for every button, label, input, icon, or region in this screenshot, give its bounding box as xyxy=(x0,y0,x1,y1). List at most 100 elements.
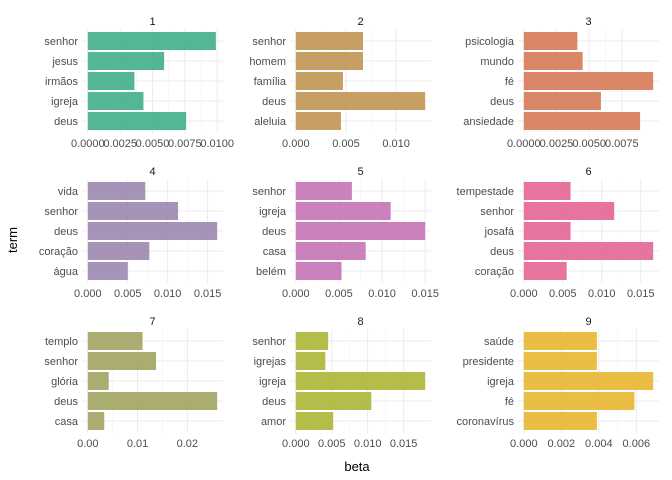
facet-panel: 6 tempestade senhor josafá deus coração 0.000 0… xyxy=(457,166,659,300)
bar xyxy=(523,392,635,410)
x-tick-label: 0.004 xyxy=(585,438,613,450)
x-tick-label: 0.0000 xyxy=(71,138,105,150)
facet-title: 4 xyxy=(149,166,155,178)
category-tick-label: fé xyxy=(505,76,514,88)
category-tick-label: deus xyxy=(490,246,514,258)
facet-panel: 2 senhor homem família deus aleluia 0.000 0.005… xyxy=(249,16,431,150)
bar xyxy=(523,372,654,390)
bar xyxy=(523,332,597,350)
category-tick-label: deus xyxy=(262,396,286,408)
category-tick-label: ansiedade xyxy=(463,116,514,128)
x-tick-label: 0.010 xyxy=(154,288,182,300)
x-tick-label: 0.00 xyxy=(77,438,98,450)
bar xyxy=(523,202,615,220)
x-tick-label: 0.005 xyxy=(332,138,360,150)
facet-title: 1 xyxy=(149,16,155,28)
x-tick-label: 0.000 xyxy=(510,288,538,300)
bar xyxy=(295,242,366,260)
category-tick-label: templo xyxy=(45,336,78,348)
category-tick-label: família xyxy=(254,76,287,88)
facet-panel: 1 senhor jesus irmãos igreja deus 0.00000.0025… xyxy=(44,16,234,150)
facet-title: 6 xyxy=(585,166,591,178)
category-tick-label: mundo xyxy=(480,56,514,68)
x-tick-label: 0.015 xyxy=(627,288,655,300)
x-tick-label: 0.000 xyxy=(74,288,102,300)
bar xyxy=(523,222,571,240)
x-tick-label: 0.010 xyxy=(354,438,382,450)
x-tick-label: 0.0000 xyxy=(507,138,541,150)
category-tick-label: senhor xyxy=(480,206,514,218)
bar xyxy=(523,92,601,110)
bar xyxy=(87,262,128,280)
category-tick-label: aleluia xyxy=(254,116,287,128)
category-tick-label: josafá xyxy=(484,226,515,238)
x-tick-label: 0.015 xyxy=(194,288,222,300)
bar xyxy=(295,182,352,200)
category-tick-label: igreja xyxy=(51,96,79,108)
category-tick-label: psicologia xyxy=(465,36,515,48)
bar xyxy=(87,412,105,430)
x-tick-label: 0.006 xyxy=(623,438,651,450)
bar xyxy=(295,332,329,350)
category-tick-label: senhor xyxy=(44,36,78,48)
facet-title: 7 xyxy=(149,316,155,328)
bar xyxy=(87,372,109,390)
bar xyxy=(523,242,654,260)
category-tick-label: senhor xyxy=(252,186,286,198)
bar xyxy=(295,392,372,410)
category-tick-label: presidente xyxy=(463,356,514,368)
facet-title: 8 xyxy=(357,316,363,328)
category-tick-label: deus xyxy=(54,226,78,238)
bar xyxy=(295,412,334,430)
x-tick-label: 0.015 xyxy=(390,438,418,450)
category-tick-label: coronavírus xyxy=(457,416,515,428)
facet-title: 3 xyxy=(585,16,591,28)
bar xyxy=(523,352,597,370)
bar xyxy=(523,412,597,430)
category-tick-label: irmãos xyxy=(45,76,79,88)
bar xyxy=(523,182,571,200)
x-tick-label: 0.000 xyxy=(282,438,310,450)
bar xyxy=(295,262,342,280)
bar xyxy=(523,72,654,90)
category-tick-label: fé xyxy=(505,396,514,408)
category-tick-label: coração xyxy=(39,246,78,258)
facet-title: 9 xyxy=(585,316,591,328)
x-tick-label: 0.0025 xyxy=(540,138,574,150)
x-tick-label: 0.0075 xyxy=(605,138,639,150)
category-tick-label: vida xyxy=(58,186,79,198)
category-tick-label: senhor xyxy=(44,356,78,368)
category-tick-label: glória xyxy=(51,376,79,388)
x-tick-label: 0.0075 xyxy=(168,138,202,150)
x-tick-label: 0.005 xyxy=(325,288,353,300)
bar xyxy=(87,32,216,50)
x-tick-label: 0.01 xyxy=(127,438,148,450)
category-tick-label: igrejas xyxy=(254,356,287,368)
bar xyxy=(295,92,426,110)
bar xyxy=(523,52,583,70)
bar xyxy=(295,202,391,220)
bar xyxy=(87,242,150,260)
x-tick-label: 0.000 xyxy=(510,438,538,450)
bar xyxy=(87,112,187,130)
category-tick-label: deus xyxy=(54,116,78,128)
category-tick-label: saúde xyxy=(484,336,514,348)
category-tick-label: casa xyxy=(263,246,287,258)
x-tick-label: 0.000 xyxy=(282,288,310,300)
bar xyxy=(295,32,364,50)
bar xyxy=(87,352,156,370)
bar xyxy=(87,182,146,200)
facet-title: 2 xyxy=(357,16,363,28)
category-tick-label: homem xyxy=(249,56,286,68)
x-tick-label: 0.000 xyxy=(282,138,310,150)
x-tick-label: 0.02 xyxy=(177,438,198,450)
bar xyxy=(87,392,218,410)
facet-panel: 5 senhor igreja deus casa belém 0.000 0.005 0.01… xyxy=(252,166,439,300)
x-tick-label: 0.015 xyxy=(411,288,439,300)
category-tick-label: senhor xyxy=(252,336,286,348)
x-tick-label: 0.010 xyxy=(588,288,616,300)
bar xyxy=(87,202,179,220)
bar xyxy=(523,112,641,130)
